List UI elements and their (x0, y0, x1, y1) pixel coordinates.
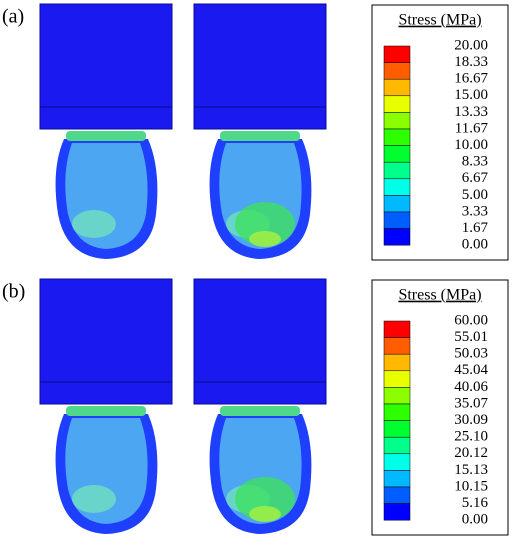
legend-label: 0.00 (462, 237, 488, 253)
legend-swatch (383, 353, 411, 372)
stress-blob (72, 485, 116, 513)
legend-label: 20.00 (454, 37, 488, 53)
legend-swatch (383, 320, 411, 338)
legend-swatch (383, 145, 411, 163)
legend-swatch (383, 470, 411, 488)
legend-label: 35.07 (454, 395, 488, 411)
legend-label: 16.67 (454, 71, 488, 87)
block (39, 278, 173, 405)
legend-swatch (383, 78, 411, 97)
neck-stress (220, 406, 300, 416)
neck-stress (66, 406, 146, 416)
legend-label: 15.13 (454, 462, 488, 478)
legend-swatch (383, 95, 411, 113)
legend-label: 1.67 (462, 220, 489, 236)
legend-label: 15.00 (454, 87, 488, 103)
legend-swatch (383, 45, 411, 63)
legend-label: 10.15 (454, 478, 488, 494)
legend-swatch (383, 403, 411, 421)
legend-swatch (383, 503, 411, 521)
legend-swatch (383, 178, 411, 196)
legend-label: 5.00 (462, 187, 488, 203)
block (193, 278, 327, 405)
neck-stress (220, 131, 300, 141)
legend-swatch (383, 211, 411, 229)
legend-label: 55.01 (454, 329, 488, 345)
legend-label: 13.33 (454, 104, 488, 120)
legend-swatch (383, 128, 411, 146)
stress-hot-core (249, 231, 281, 247)
legend-label: 0.00 (462, 512, 488, 528)
legend-swatch (383, 112, 411, 130)
stress-blob (72, 210, 116, 238)
block (193, 3, 327, 130)
legend-swatch (383, 436, 411, 455)
legend-title: Stress (MPa) (398, 287, 481, 304)
legend-label: 25.10 (454, 429, 488, 445)
legend-swatch (383, 486, 411, 504)
legend-label: 60.00 (454, 312, 488, 328)
legend-label: 18.33 (454, 54, 488, 70)
legend-label: 50.03 (454, 346, 488, 362)
panel-label: (a) (2, 6, 24, 28)
legend-label: 8.33 (462, 154, 488, 170)
legend-swatch (383, 195, 411, 213)
stress-hot (235, 477, 295, 521)
legend-label: 20.12 (454, 445, 488, 461)
legend-label: 11.67 (455, 120, 489, 136)
legend-label: 5.16 (462, 495, 489, 511)
legend-label: 45.04 (454, 362, 488, 378)
legend-swatch (383, 370, 411, 388)
legend-swatch (383, 420, 411, 438)
legend-swatch (383, 337, 411, 355)
legend-label: 40.06 (454, 379, 488, 395)
panel-label: (b) (2, 281, 25, 303)
legend-title: Stress (MPa) (398, 12, 481, 29)
neck-stress (66, 131, 146, 141)
legend-label: 3.33 (462, 203, 488, 219)
legend-swatch (383, 62, 411, 80)
legend-swatch (383, 228, 411, 246)
legend-label: 30.09 (454, 412, 488, 428)
legend-swatch (383, 453, 411, 471)
stress-hot-core (249, 506, 281, 522)
legend-swatch (383, 387, 411, 405)
legend-swatch (383, 161, 411, 180)
legend-label: 6.67 (462, 170, 489, 186)
stress-hot (235, 202, 295, 246)
block (39, 3, 173, 130)
legend-label: 10.00 (454, 137, 488, 153)
